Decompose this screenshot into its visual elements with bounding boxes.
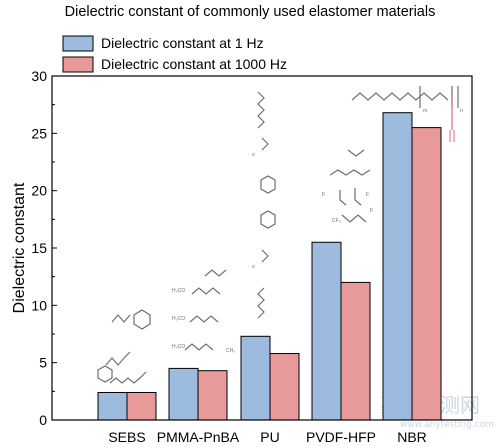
svg-text:o: o: [252, 152, 255, 158]
y-tick-label: 30: [31, 68, 47, 84]
svg-text:CF₃: CF₃: [332, 218, 341, 224]
svg-text:F: F: [370, 208, 373, 214]
x-tick-label: PVDF-HFP: [306, 429, 376, 445]
chart-title: Dielectric constant of commonly used ela…: [64, 4, 436, 20]
bar-pvdf-hfp-1000hz: [340, 281, 371, 421]
legend-label-1000hz: Dielectric constant at 1000 Hz: [101, 56, 287, 72]
svg-text:n: n: [460, 108, 463, 114]
svg-text:m: m: [423, 108, 427, 114]
watermark-url: www.anytesting.com: [400, 420, 494, 430]
axes-layer: SEBS PMMA-PnBA PU PVDF-HFP NBR 0 5 10 15 20 25 30: [31, 68, 473, 445]
y-tick-label: 0: [39, 412, 47, 428]
svg-text:CH₃: CH₃: [226, 348, 235, 354]
y-tick-label: 15: [31, 240, 47, 256]
y-axis-label: Dielectric constant: [11, 182, 28, 313]
y-tick-label: 5: [39, 355, 47, 371]
x-tick-label: NBR: [397, 429, 427, 445]
bar-sebs-1000hz: [126, 391, 157, 421]
nbr-structure-sketch: m n: [351, 86, 463, 142]
y-tick-label: 25: [31, 125, 47, 141]
sebs-structure-sketch: [97, 309, 151, 384]
bar-nbr-1hz: [382, 112, 413, 421]
svg-text:o: o: [252, 264, 255, 270]
bar-pu-1000hz: [269, 352, 300, 421]
svg-text:F: F: [366, 192, 369, 198]
legend-swatch-1hz: [62, 35, 94, 52]
y-tick-label: 20: [31, 183, 47, 199]
legend-label-1hz: Dielectric constant at 1 Hz: [101, 35, 264, 51]
svg-text:F: F: [322, 192, 325, 198]
bar-pvdf-hfp-1hz: [311, 241, 342, 421]
bars-layer: [97, 112, 442, 421]
pmma-pnba-structure-sketch: H₃CO H₃CO H₃CO CH₃: [172, 269, 235, 354]
x-tick-label: PMMA-PnBA: [157, 429, 240, 445]
pu-structure-sketch: o o: [252, 91, 276, 319]
y-tick-label: 10: [31, 297, 47, 313]
svg-text:H₃CO: H₃CO: [172, 344, 185, 350]
bar-pmma-pnba-1000hz: [197, 370, 228, 421]
bar-nbr-1000hz: [411, 127, 442, 421]
svg-text:H₃CO: H₃CO: [172, 288, 185, 294]
x-tick-label: PU: [260, 429, 279, 445]
x-tick-label: SEBS: [108, 429, 145, 445]
bar-sebs-1hz: [97, 391, 128, 421]
pvdf-hfp-structure-sketch: F F CF₃ F: [322, 149, 373, 224]
legend: Dielectric constant at 1 Hz Dielectric c…: [62, 35, 287, 73]
bar-pmma-pnba-1hz: [168, 367, 199, 421]
svg-text:H₃CO: H₃CO: [172, 316, 185, 322]
bar-pu-1hz: [240, 335, 271, 421]
legend-swatch-1000hz: [62, 56, 94, 73]
